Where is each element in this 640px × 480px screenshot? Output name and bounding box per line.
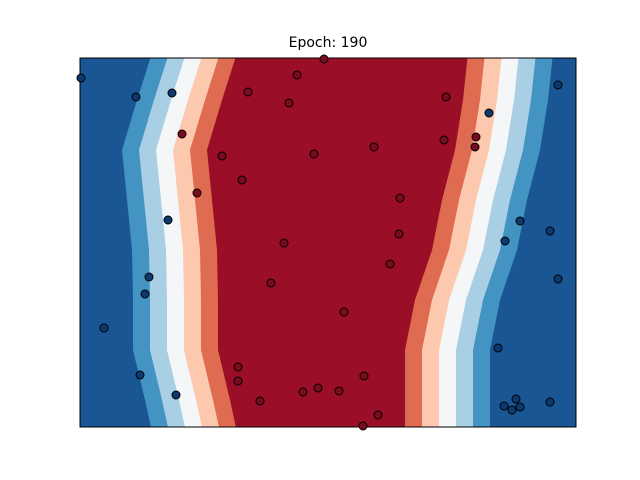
scatter-point bbox=[144, 272, 154, 282]
scatter-points bbox=[76, 54, 563, 431]
scatter-point bbox=[511, 394, 521, 404]
scatter-point bbox=[471, 132, 481, 142]
scatter-point bbox=[545, 397, 555, 407]
scatter-point bbox=[441, 92, 451, 102]
contour-field bbox=[80, 58, 576, 427]
scatter-point bbox=[99, 323, 109, 333]
scatter-point bbox=[284, 98, 294, 108]
scatter-point bbox=[255, 396, 265, 406]
scatter-point bbox=[339, 307, 349, 317]
scatter-point bbox=[233, 376, 243, 386]
scatter-point bbox=[233, 362, 243, 372]
scatter-point bbox=[507, 405, 517, 415]
scatter-point bbox=[369, 142, 379, 152]
scatter-point bbox=[243, 87, 253, 97]
scatter-point bbox=[217, 151, 227, 161]
scatter-point bbox=[358, 421, 368, 431]
scatter-point bbox=[319, 54, 329, 64]
scatter-point bbox=[515, 402, 525, 412]
scatter-point bbox=[177, 129, 187, 139]
scatter-point bbox=[499, 401, 509, 411]
scatter-point bbox=[192, 188, 202, 198]
scatter-point bbox=[163, 215, 173, 225]
chart-title: Epoch: 190 bbox=[289, 35, 368, 51]
scatter-point bbox=[167, 88, 177, 98]
scatter-point bbox=[309, 149, 319, 159]
scatter-point bbox=[359, 371, 369, 381]
scatter-point bbox=[470, 142, 480, 152]
scatter-point bbox=[237, 175, 247, 185]
scatter-point bbox=[394, 229, 404, 239]
scatter-point bbox=[76, 73, 86, 83]
scatter-point bbox=[140, 289, 150, 299]
scatter-point bbox=[493, 343, 503, 353]
scatter-point bbox=[313, 383, 323, 393]
scatter-point bbox=[334, 386, 344, 396]
scatter-point bbox=[135, 370, 145, 380]
scatter-point bbox=[131, 92, 141, 102]
scatter-point bbox=[500, 236, 510, 246]
contour-band bbox=[207, 58, 468, 427]
scatter-point bbox=[484, 108, 494, 118]
scatter-point bbox=[292, 70, 302, 80]
scatter-point bbox=[395, 193, 405, 203]
scatter-point bbox=[439, 135, 449, 145]
scatter-point bbox=[553, 274, 563, 284]
scatter-point bbox=[373, 410, 383, 420]
scatter-point bbox=[515, 216, 525, 226]
scatter-point bbox=[266, 278, 276, 288]
scatter-point bbox=[385, 259, 395, 269]
scatter-point bbox=[171, 390, 181, 400]
scatter-point bbox=[545, 226, 555, 236]
scatter-point bbox=[298, 387, 308, 397]
scatter-point bbox=[553, 80, 563, 90]
scatter-point bbox=[279, 238, 289, 248]
